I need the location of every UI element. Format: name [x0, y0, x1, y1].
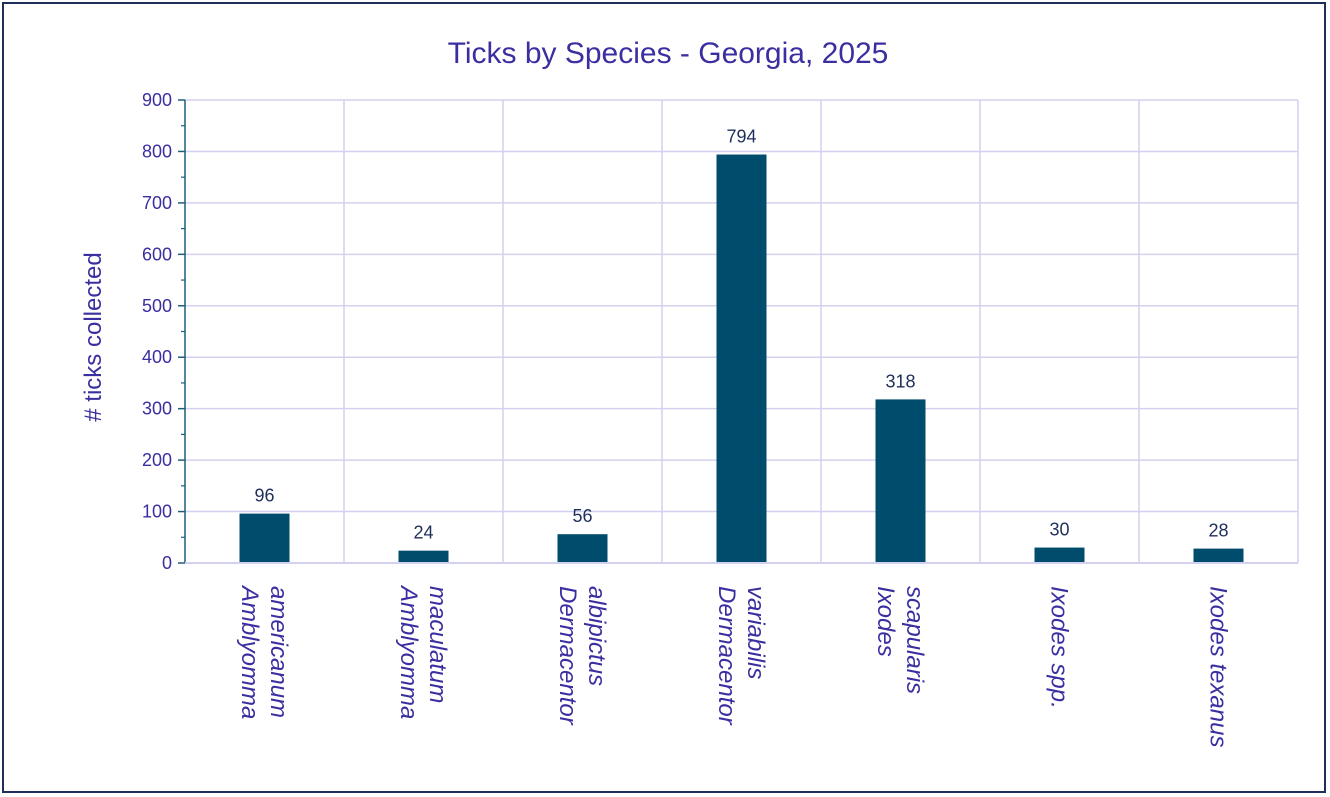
data-label: 56 — [572, 506, 592, 526]
category-label-line: maculatum — [424, 586, 451, 703]
category-label-line: albipictus — [583, 586, 610, 686]
y-tick-label: 400 — [142, 347, 172, 367]
data-label: 28 — [1208, 521, 1228, 541]
y-tick-label: 200 — [142, 450, 172, 470]
category-label-line: variabilis — [742, 586, 769, 679]
category-label-line: scapularis — [901, 586, 928, 694]
data-label: 96 — [254, 486, 274, 506]
category-label: Amblyomma maculatum — [395, 584, 451, 719]
axes — [178, 99, 1298, 564]
y-tick-label: 0 — [162, 553, 172, 573]
category-label: Dermacentor albipictus — [554, 586, 610, 726]
data-label: 318 — [885, 371, 915, 391]
bar — [1034, 547, 1085, 563]
y-tick-label: 300 — [142, 399, 172, 419]
category-label-line: Dermacentor — [713, 586, 740, 726]
y-tick-label: 600 — [142, 244, 172, 264]
category-label-line: Amblyomma — [236, 584, 263, 719]
bar — [716, 154, 767, 563]
category-label-line: americanum — [265, 586, 292, 718]
y-tick-label: 500 — [142, 296, 172, 316]
chart-title: Ticks by Species - Georgia, 2025 — [448, 37, 889, 70]
y-tick-label: 900 — [142, 90, 172, 110]
category-label: Dermacentor variabilis — [713, 586, 769, 726]
category-label-line: Dermacentor — [554, 586, 581, 726]
y-tick-label: 100 — [142, 502, 172, 522]
data-label: 30 — [1049, 520, 1069, 540]
category-label: Ixodes scapularis — [872, 586, 928, 694]
data-labels: 96 24 56 794 318 30 28 — [254, 127, 1228, 543]
bar — [557, 534, 608, 563]
category-label: Ixodes spp. — [1046, 586, 1073, 709]
category-label-line: Ixodes spp. — [1046, 586, 1073, 709]
category-label: Ixodes texanus — [1205, 586, 1232, 747]
bar — [398, 550, 449, 563]
y-axis-label: # ticks collected — [80, 252, 107, 421]
y-tick-labels: 0 100 200 300 400 500 600 700 800 900 — [142, 90, 172, 573]
bar — [1193, 548, 1244, 563]
category-label-line: Ixodes — [872, 586, 899, 657]
bar — [875, 399, 926, 563]
data-label: 24 — [413, 523, 433, 543]
gridlines — [185, 99, 1299, 563]
category-labels: Amblyomma americanum Amblyomma maculatum Der… — [236, 584, 1232, 747]
y-tick-label: 700 — [142, 193, 172, 213]
y-tick-label: 800 — [142, 141, 172, 161]
category-label-line: Amblyomma — [395, 584, 422, 719]
bars — [239, 154, 1244, 563]
category-label-line: Ixodes texanus — [1205, 586, 1232, 747]
data-label: 794 — [726, 127, 756, 147]
category-label: Amblyomma americanum — [236, 584, 292, 719]
bar — [239, 513, 290, 563]
